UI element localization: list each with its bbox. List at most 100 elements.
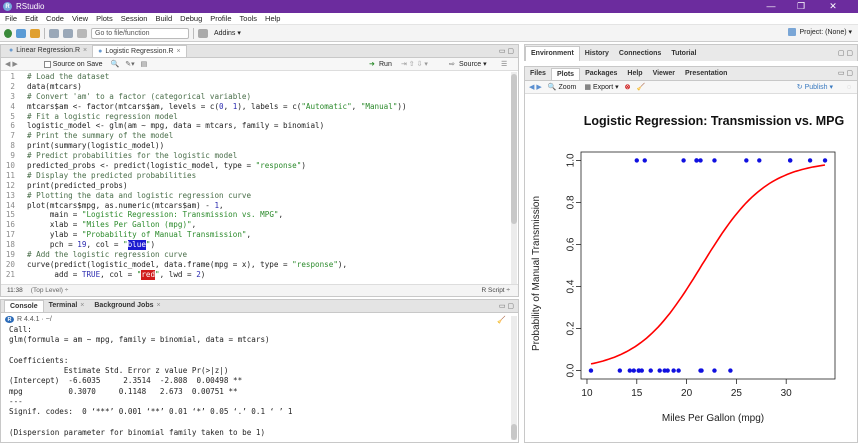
code-line[interactable]: 16 xlab = "Miles Per Gallon (mpg)", xyxy=(1,220,518,230)
code-line[interactable]: 2 data(mtcars) xyxy=(1,82,518,92)
tab-viewer[interactable]: Viewer xyxy=(648,68,680,80)
console-scrollbar[interactable] xyxy=(511,316,517,440)
navigation-arrows-icon[interactable]: ⇥ ⇧ ⇩ ▾ xyxy=(401,61,428,68)
code-line[interactable]: 14 plot(mtcars$mpg, as.numeric(mtcars$am)… xyxy=(1,201,518,211)
source-button[interactable]: Source ▾ xyxy=(459,61,487,68)
addins-menu[interactable]: Addins ▾ xyxy=(214,30,241,37)
tab-environment[interactable]: Environment xyxy=(525,46,580,61)
tab-background-jobs[interactable]: Background Jobs × xyxy=(89,300,165,312)
code-line[interactable]: 17 ylab = "Probability of Manual Transmi… xyxy=(1,230,518,240)
code-line[interactable]: 13 # Plotting the data and logistic regre… xyxy=(1,191,518,201)
code-line[interactable]: 9 # Predict probabilities for the logisti… xyxy=(1,151,518,161)
code-line[interactable]: 6 logistic_model <- glm(am ~ mpg, data = … xyxy=(1,121,518,131)
tab-history[interactable]: History xyxy=(580,46,614,61)
code-line[interactable]: 11 # Display the predicted probabilities xyxy=(1,171,518,181)
menu-plots[interactable]: Plots xyxy=(96,14,113,23)
tab-files[interactable]: Files xyxy=(525,68,551,80)
tab-terminal[interactable]: Terminal × xyxy=(44,300,90,312)
menu-tools[interactable]: Tools xyxy=(239,14,258,23)
code-line[interactable]: 3 # Convert 'am' to a factor (categorical… xyxy=(1,92,518,102)
plot-frame xyxy=(580,151,836,380)
code-token: # Display the predicted probabilities xyxy=(27,170,197,180)
menu-edit[interactable]: Edit xyxy=(25,14,39,23)
tab-presentation[interactable]: Presentation xyxy=(680,68,732,80)
search-icon[interactable]: 🔍 xyxy=(110,61,120,68)
save-icon[interactable] xyxy=(49,28,59,38)
clear-plots-icon[interactable]: 🧹 xyxy=(636,84,646,91)
menu-debug[interactable]: Debug xyxy=(180,14,203,23)
close-tab-icon[interactable]: × xyxy=(176,47,181,55)
pane-minmax-icon[interactable]: ▢ ▢ xyxy=(837,50,853,57)
clear-console-icon[interactable]: 🧹 xyxy=(497,316,506,324)
code-line[interactable]: 15 main = "Logistic Regression: Transmis… xyxy=(1,210,518,220)
tab-packages[interactable]: Packages xyxy=(580,68,622,80)
project-menu[interactable]: Project: (None) ▾ xyxy=(788,28,852,36)
compile-report-icon[interactable]: ▤ xyxy=(140,61,148,68)
remove-plot-icon[interactable]: ⊗ xyxy=(624,84,631,91)
menu-code[interactable]: Code xyxy=(46,14,64,23)
editor-scrollbar-thumb[interactable] xyxy=(511,74,517,224)
menu-file[interactable]: File xyxy=(5,14,18,23)
new-file-icon[interactable] xyxy=(4,28,12,38)
file-type-indicator[interactable]: R Script ÷ xyxy=(481,287,511,294)
menu-profile[interactable]: Profile xyxy=(210,14,232,23)
close-tab-icon[interactable]: × xyxy=(83,47,88,54)
code-line[interactable]: 8 print(summary(logistic_model)) xyxy=(1,141,518,151)
menu-help[interactable]: Help xyxy=(265,14,281,23)
menu-view[interactable]: View xyxy=(71,14,89,23)
console-scrollbar-thumb[interactable] xyxy=(511,424,517,440)
magic-wand-icon[interactable]: ✎▾ xyxy=(125,61,135,68)
pane-minmax-icon[interactable]: ▭ ▢ xyxy=(498,48,514,55)
tab-plots[interactable]: Plots xyxy=(550,68,581,80)
print-icon[interactable] xyxy=(77,28,87,38)
close-tab-icon[interactable]: × xyxy=(80,302,85,309)
editor-scrollbar[interactable] xyxy=(511,72,517,284)
tab-console[interactable]: Console xyxy=(4,300,44,312)
code-line[interactable]: 19 # Add the logistic regression curve xyxy=(1,250,518,260)
code-line[interactable]: 12 print(predicted_probs) xyxy=(1,181,518,191)
export-menu[interactable]: Export ▾ xyxy=(592,84,619,91)
minimize-button[interactable]: — xyxy=(766,1,776,11)
close-tab-icon[interactable]: × xyxy=(156,302,161,309)
pane-minmax-icon[interactable]: ▭ ▢ xyxy=(498,303,514,310)
code-line[interactable]: 20 curve(predict(logistic_model, data.fra… xyxy=(1,260,518,270)
code-line[interactable]: 10 predicted_probs <- predict(logistic_mo… xyxy=(1,161,518,171)
restore-button[interactable]: ❐ xyxy=(796,1,806,11)
zoom-button[interactable]: Zoom xyxy=(558,83,577,91)
save-all-icon[interactable] xyxy=(63,28,73,38)
code-line[interactable]: 7 # Print the summary of the model xyxy=(1,131,518,141)
tab-connections[interactable]: Connections xyxy=(614,46,666,61)
open-file-icon[interactable] xyxy=(30,28,40,38)
refresh-icon[interactable]: ◌ xyxy=(846,83,851,91)
back-forward-icon[interactable]: ◀ ▶ xyxy=(5,61,18,68)
grid-icon[interactable] xyxy=(198,28,208,38)
code-line[interactable]: 5 # Fit a logistic regression model xyxy=(1,112,518,122)
menu-session[interactable]: Session xyxy=(120,14,148,23)
code-line[interactable]: 21 add = TRUE, col = " red ", lwd = 2) xyxy=(1,269,518,280)
tab-logistic-regression[interactable]: ● Logistic Regression.R × xyxy=(92,45,187,57)
tab-tutorial[interactable]: Tutorial xyxy=(666,46,701,61)
outline-icon[interactable]: ☰ xyxy=(501,61,508,68)
code-line[interactable]: 18 pch = 19, col = " blue ") xyxy=(1,240,518,251)
close-button[interactable]: ✕ xyxy=(829,1,837,11)
new-project-icon[interactable] xyxy=(16,28,26,38)
pane-minmax-icon[interactable]: ▭ ▢ xyxy=(837,70,853,77)
editor-pane: ● Linear Regression.R × ● Logistic Regressi… xyxy=(0,44,519,297)
tab-help[interactable]: Help xyxy=(622,68,647,80)
code-editor[interactable]: 1 # Load the dataset 2 data(mtcars) 3 # Conve… xyxy=(1,72,518,284)
tab-linear-regression[interactable]: ● Linear Regression.R × xyxy=(4,45,92,57)
prev-next-plot-icon[interactable]: ◀ ▶ xyxy=(529,84,542,91)
code-token: TRUE xyxy=(81,269,101,279)
code-token: "Manual" xyxy=(360,101,398,111)
rstudio-logo-icon: R xyxy=(3,2,12,11)
run-button[interactable]: Run xyxy=(379,60,392,68)
source-on-save-checkbox[interactable] xyxy=(43,60,51,68)
menu-build[interactable]: Build xyxy=(155,14,173,23)
scope-indicator[interactable]: (Top Level) ÷ xyxy=(30,287,69,294)
goto-file-input[interactable]: Go to file/function xyxy=(91,27,189,39)
code-token: # Plotting the data and logistic regress… xyxy=(27,190,252,200)
code-line[interactable]: 4 mtcars$am <- factor(mtcars$am, levels =… xyxy=(1,102,518,112)
code-line[interactable]: 1 # Load the dataset xyxy=(1,72,518,82)
publish-button[interactable]: ↻ Publish ▾ xyxy=(797,83,833,91)
